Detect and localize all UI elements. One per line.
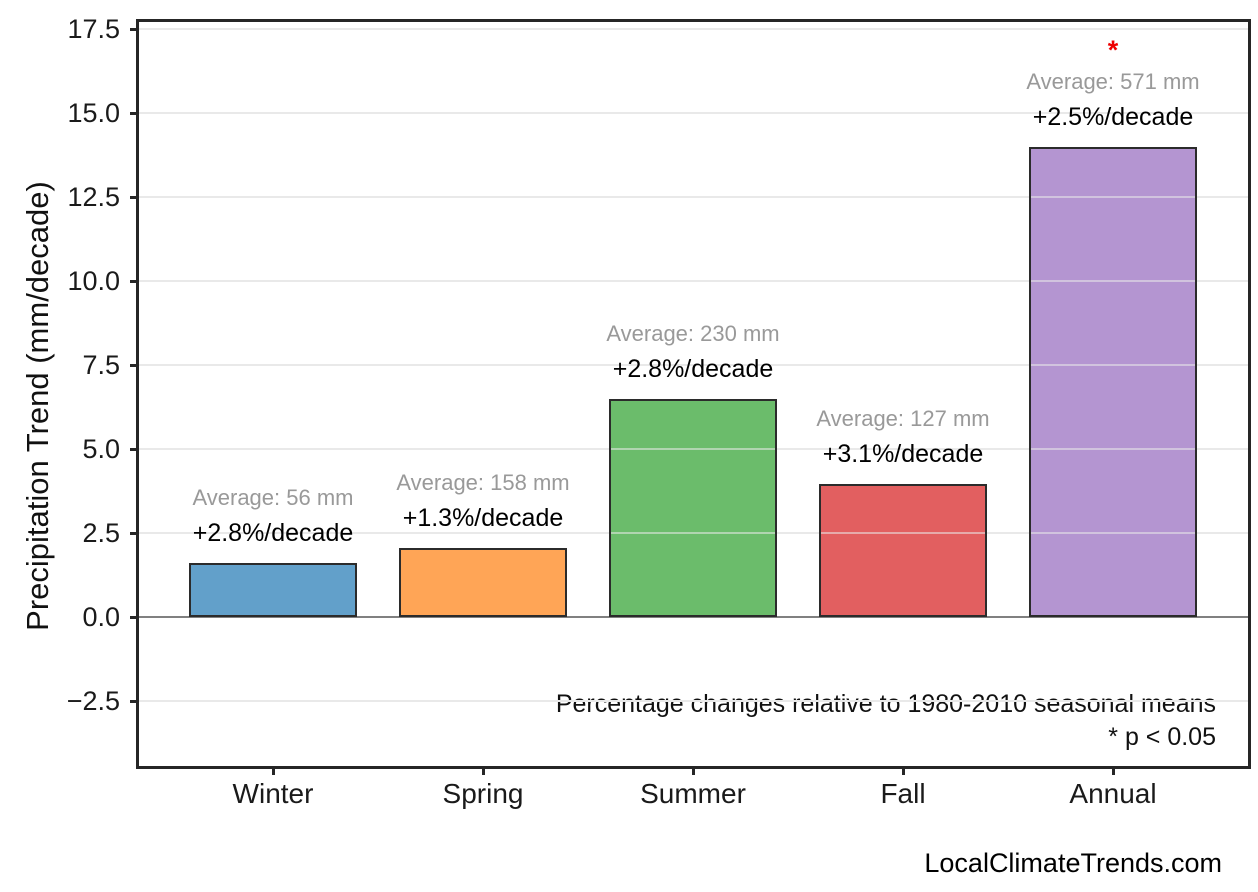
y-tick-mark [130,111,139,115]
bar-annotation-annual: * Average: 571 mm +2.5%/decade [943,34,1258,135]
average-label: Average: 158 mm [396,470,570,496]
grid-line-overlay [1031,447,1195,450]
y-tick-label: 0.0 [82,602,120,633]
bar-annotation-summer: Average: 230 mm +2.8%/decade [523,317,863,387]
x-axis-label-spring: Spring [442,778,524,809]
x-axis-label-annual: Annual [1069,778,1157,809]
plot-area: Percentage changes relative to 1980-2010… [136,19,1251,769]
y-tick-mark [130,195,139,199]
grid-line-overlay [821,531,985,534]
average-label: Average: 230 mm [606,320,780,346]
x-axis-label-summer: Summer [640,778,746,809]
trend-label: +2.8%/decade [192,519,354,548]
y-tick-mark [130,531,139,535]
x-tick-mark [1111,766,1115,775]
grid-line [139,700,1248,703]
bar-fall [819,484,987,618]
x-tick-mark [901,766,905,775]
bar-annotation-winter: Average: 56 mm +2.8%/decade [103,481,443,551]
grid-line-overlay [1031,531,1195,534]
x-axis-label-fall: Fall [880,778,926,809]
grid-line [139,112,1248,115]
grid-line [139,28,1248,31]
y-tick-mark [130,27,139,31]
bar-annotation-spring: Average: 158 mm +1.3%/decade [313,466,653,536]
bar-annotation-fall: Average: 127 mm +3.1%/decade [733,402,1073,472]
bar-summer [609,398,777,618]
chart-note: Percentage changes relative to 1980-2010… [556,688,1216,754]
y-tick-label: 2.5 [82,518,120,549]
y-axis-label: Precipitation Trend (mm/decade) [20,181,55,631]
y-tick-label: 10.0 [67,266,120,297]
y-tick-mark [130,699,139,703]
y-tick-mark [130,615,139,619]
bar-winter [189,563,357,618]
bar-spring [399,548,567,618]
y-tick-label: 7.5 [82,350,120,381]
y-tick-label: 5.0 [82,434,120,465]
grid-line [139,364,1248,367]
y-tick-label: 12.5 [67,182,120,213]
grid-line-overlay [611,531,775,534]
grid-line [139,280,1248,283]
average-label: Average: 571 mm [1026,68,1200,94]
average-label: Average: 56 mm [192,485,354,511]
x-tick-mark [271,766,275,775]
y-tick-label: −2.5 [66,686,120,717]
watermark-text: LocalClimateTrends.com [924,848,1222,878]
y-tick-label: 17.5 [67,14,120,45]
x-tick-mark [481,766,485,775]
grid-line-overlay [1031,363,1195,366]
x-tick-mark [691,766,695,775]
grid-line-overlay [1031,279,1195,282]
x-axis-label-winter: Winter [232,778,314,809]
bar-annual [1029,146,1197,618]
y-tick-label: 15.0 [67,98,120,129]
trend-label: +3.1%/decade [822,440,984,469]
note-line-1: Percentage changes relative to 1980-2010… [555,690,1216,718]
significance-star: * [1107,34,1119,65]
trend-label: +1.3%/decade [402,504,564,533]
average-label: Average: 127 mm [816,406,990,432]
trend-label: +2.5%/decade [1032,102,1194,131]
grid-line-overlay [611,447,775,450]
y-tick-mark [130,279,139,283]
y-tick-mark [130,363,139,367]
zero-line [139,616,1248,619]
trend-label: +2.8%/decade [612,354,774,383]
y-tick-mark [130,447,139,451]
grid-line-overlay [1031,195,1195,198]
note-line-2: * p < 0.05 [1108,723,1216,751]
grid-line [139,196,1248,199]
